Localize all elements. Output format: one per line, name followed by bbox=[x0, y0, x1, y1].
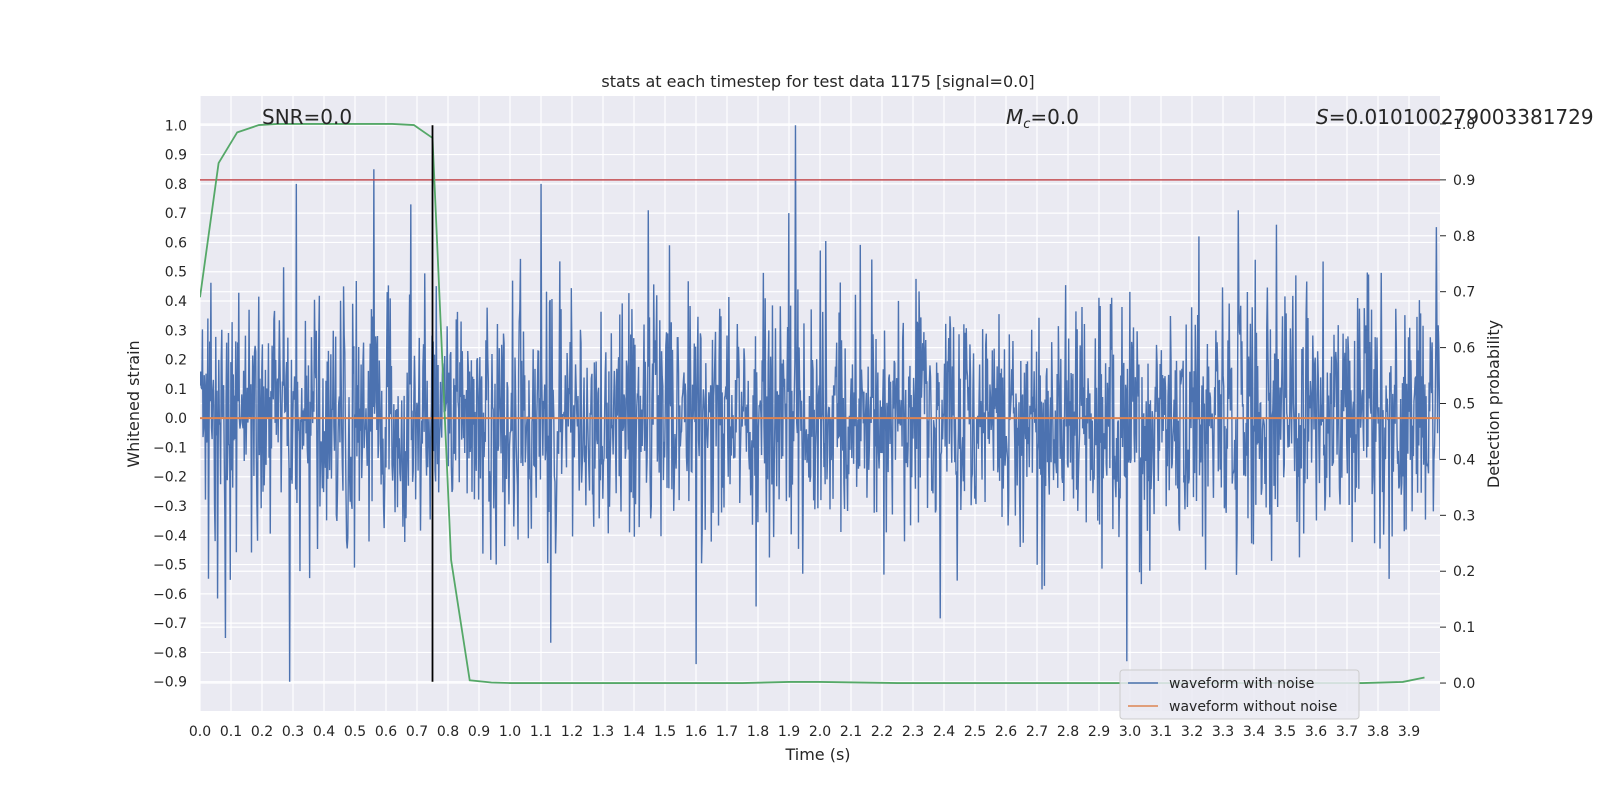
y2-tick-label: 0.4 bbox=[1453, 452, 1475, 468]
y-tick-label: −0.5 bbox=[153, 558, 187, 574]
y2-tick-label: 0.9 bbox=[1453, 173, 1475, 189]
legend-label-waveform-with-noise: waveform with noise bbox=[1169, 676, 1314, 692]
x-tick-label: 2.9 bbox=[1088, 724, 1110, 740]
y2-tick-label: 0.3 bbox=[1453, 508, 1475, 524]
x-tick-label: 0.5 bbox=[344, 724, 366, 740]
y-tick-label: −0.1 bbox=[153, 440, 187, 456]
x-tick-label: 1.0 bbox=[499, 724, 521, 740]
x-tick-label: 3.9 bbox=[1398, 724, 1420, 740]
x-tick-label: 0.7 bbox=[406, 724, 428, 740]
legend-box bbox=[1119, 669, 1360, 720]
y-tick-label: −0.4 bbox=[153, 528, 187, 544]
x-tick-label: 2.3 bbox=[902, 724, 924, 740]
series-waveform-with-noise-line bbox=[200, 125, 1440, 682]
x-tick-label: 3.0 bbox=[1119, 724, 1141, 740]
x-tick-label: 1.3 bbox=[592, 724, 614, 740]
y2-tick-labels: 1.0 0.9 0.8 0.7 0.6 0.5 0.4 0.3 0.2 0.1 0.0 bbox=[1440, 117, 1475, 692]
x-tick-label: 1.1 bbox=[530, 724, 552, 740]
y2-tick-label: 0.7 bbox=[1453, 285, 1475, 301]
y-tick-label: 0.4 bbox=[165, 294, 187, 310]
x-tick-label: 1.4 bbox=[623, 724, 645, 740]
y-tick-label: 0.0 bbox=[165, 411, 187, 427]
y-tick-label: 0.7 bbox=[165, 206, 187, 222]
x-tick-label: 3.2 bbox=[1181, 724, 1203, 740]
x-axis-label: Time (s) bbox=[784, 745, 850, 764]
y2-tick-label: 0.2 bbox=[1453, 564, 1475, 580]
x-tick-label: 3.1 bbox=[1150, 724, 1172, 740]
x-tick-label: 0.8 bbox=[437, 724, 459, 740]
x-tick-label: 1.8 bbox=[747, 724, 769, 740]
x-tick-label: 2.0 bbox=[809, 724, 831, 740]
y-tick-label: 0.1 bbox=[165, 382, 187, 398]
y-tick-labels: 1.0 0.9 0.8 0.7 0.6 0.5 0.4 0.3 0.2 0.1 0.0 −0.1 −0.… bbox=[153, 118, 187, 690]
y2-tick-label: 0.6 bbox=[1453, 341, 1475, 357]
x-tick-label: 2.5 bbox=[964, 724, 986, 740]
x-tick-label: 1.9 bbox=[778, 724, 800, 740]
x-tick-label: 2.6 bbox=[995, 724, 1017, 740]
x-tick-label: 3.8 bbox=[1367, 724, 1389, 740]
snr-annotation: SNR=0.0 bbox=[262, 105, 352, 129]
x-tick-label: 0.3 bbox=[282, 724, 304, 740]
y2-tick-label: 0.1 bbox=[1453, 620, 1475, 636]
y-axis-label: Whitened strain bbox=[124, 340, 143, 467]
x-tick-label: 0.6 bbox=[375, 724, 397, 740]
x-tick-label: 2.8 bbox=[1057, 724, 1079, 740]
x-tick-label: 3.3 bbox=[1212, 724, 1234, 740]
y-tick-label: 0.9 bbox=[165, 148, 187, 164]
y-tick-label: −0.7 bbox=[153, 616, 187, 632]
x-tick-label: 3.4 bbox=[1243, 724, 1265, 740]
y-tick-label: 0.6 bbox=[165, 235, 187, 251]
s-value: =0.010100279003381729 bbox=[1329, 105, 1594, 129]
y-tick-label: 0.8 bbox=[165, 177, 187, 193]
legend-label-waveform-without-noise: waveform without noise bbox=[1169, 699, 1337, 715]
y2-tick-label: 0.5 bbox=[1453, 397, 1475, 413]
s-annotation: S=0.010100279003381729 bbox=[1316, 105, 1594, 129]
x-tick-label: 1.6 bbox=[685, 724, 707, 740]
y-tick-label: 0.3 bbox=[165, 323, 187, 339]
x-tick-label: 3.5 bbox=[1274, 724, 1296, 740]
x-tick-label: 0.4 bbox=[313, 724, 335, 740]
y2-tick-label: 1.0 bbox=[1453, 117, 1475, 133]
x-tick-label: 0.2 bbox=[251, 724, 273, 740]
x-tick-label: 3.7 bbox=[1336, 724, 1358, 740]
y-tick-label: 0.2 bbox=[165, 353, 187, 369]
y2-tick-label: 0.8 bbox=[1453, 229, 1475, 245]
x-tick-labels: 0.0 0.1 0.2 0.3 0.4 0.5 0.6 0.7 0.8 0.9 1.0 1.1 1.2 1… bbox=[189, 724, 1420, 740]
x-tick-label: 2.2 bbox=[871, 724, 893, 740]
x-tick-label: 0.9 bbox=[468, 724, 490, 740]
y-tick-label: −0.2 bbox=[153, 470, 187, 486]
x-tick-label: 0.0 bbox=[189, 724, 211, 740]
y-tick-label: −0.9 bbox=[153, 675, 187, 691]
mc-annotation: Mc=0.0 bbox=[1006, 105, 1079, 132]
mc-prefix: M bbox=[1006, 105, 1023, 129]
x-tick-label: 0.1 bbox=[220, 724, 242, 740]
y-tick-label: −0.3 bbox=[153, 499, 187, 515]
x-tick-label: 3.6 bbox=[1305, 724, 1327, 740]
x-tick-label: 2.4 bbox=[933, 724, 955, 740]
y-tick-label: −0.8 bbox=[153, 645, 187, 661]
x-tick-label: 2.1 bbox=[840, 724, 862, 740]
y-tick-label: 0.5 bbox=[165, 265, 187, 281]
y-tick-label: 1.0 bbox=[165, 118, 187, 134]
mc-value: =0.0 bbox=[1030, 105, 1079, 129]
x-tick-label: 1.5 bbox=[654, 724, 676, 740]
y2-axis-label: Detection probability bbox=[1484, 320, 1503, 488]
y2-tick-label: 0.0 bbox=[1453, 676, 1475, 692]
s-prefix: S bbox=[1316, 105, 1329, 129]
x-tick-label: 1.7 bbox=[716, 724, 738, 740]
chart-title: stats at each timestep for test data 117… bbox=[601, 72, 1034, 91]
legend: waveform with noise waveform without noi… bbox=[1119, 669, 1360, 720]
x-tick-label: 1.2 bbox=[561, 724, 583, 740]
x-tick-label: 2.7 bbox=[1026, 724, 1048, 740]
mc-subscript: c bbox=[1023, 117, 1030, 132]
y-tick-label: −0.6 bbox=[153, 587, 187, 603]
